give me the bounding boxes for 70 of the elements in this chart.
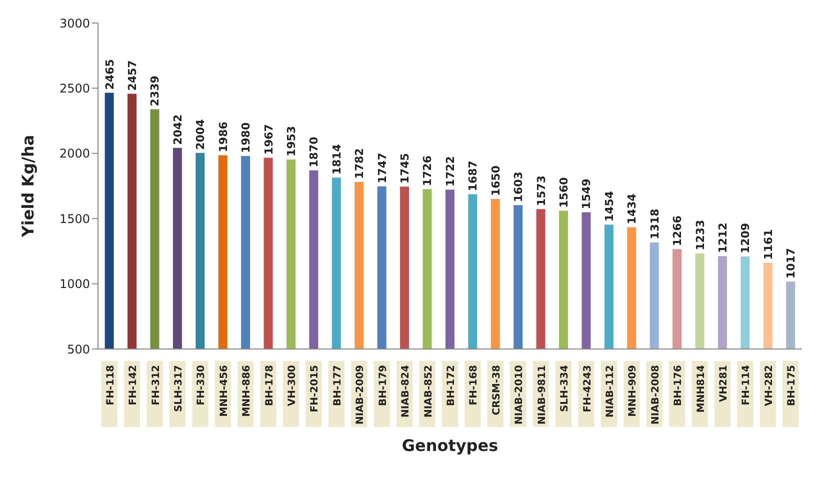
y-tick-label: 1000 (59, 277, 90, 292)
data-label: 2457 (126, 60, 140, 91)
x-tick-label: FH-118 (105, 364, 116, 406)
x-tick-label: NIAB-112 (604, 364, 616, 418)
data-label: 1726 (421, 155, 434, 186)
data-label: 1967 (262, 124, 276, 155)
x-tick-label: CRSM-38 (491, 364, 502, 416)
x-tick-label: NIAB-9811 (536, 364, 548, 424)
data-label: 1233 (694, 220, 707, 250)
data-label: 1603 (512, 172, 526, 202)
x-axis-title: Genotypes (402, 436, 498, 455)
x-tick-label: NIAB-824 (400, 364, 412, 418)
data-label: 1017 (784, 248, 798, 279)
data-label: 1209 (739, 222, 752, 254)
y-tick-label: 1500 (59, 212, 90, 226)
data-label: 1650 (489, 165, 502, 196)
x-tick-label: NIAB-2008 (650, 364, 662, 424)
data-label: 1782 (353, 148, 366, 179)
data-label: 1318 (648, 208, 662, 240)
data-label: 1573 (534, 175, 548, 206)
y-tick-label: 3000 (59, 16, 90, 30)
data-label: 1747 (376, 152, 389, 184)
data-label: 2004 (194, 118, 208, 150)
x-tick-label: NIAB-2009 (355, 364, 366, 424)
data-label: 1212 (716, 222, 730, 254)
data-label: 1722 (444, 156, 457, 187)
x-tick-label: FH-114 (741, 364, 752, 406)
x-tick-label: FH-4243 (582, 364, 594, 412)
x-tick-label: BH-172 (446, 364, 457, 406)
y-tick-label: 500 (67, 342, 90, 356)
data-label: 1745 (398, 153, 412, 184)
data-label: 2465 (103, 59, 116, 90)
data-label: 1549 (580, 178, 594, 210)
x-tick-label: MNH-456 (218, 364, 230, 417)
data-label: 1454 (602, 190, 616, 222)
x-tick-label: MNH-909 (628, 364, 639, 417)
data-label: 1434 (626, 193, 639, 224)
x-tick-label: VH-300 (287, 364, 298, 406)
x-tick-label: VH281 (718, 364, 730, 402)
data-label: 2339 (148, 76, 162, 106)
data-label: 1986 (216, 121, 230, 152)
y-axis-title: Yield Kg/ha (18, 134, 38, 238)
data-label: 1161 (762, 229, 775, 260)
x-tick-label: FH-330 (196, 364, 208, 406)
y-tick-label: 2000 (59, 146, 90, 161)
data-label: 1560 (558, 176, 571, 208)
data-label: 2042 (171, 114, 184, 145)
x-tick-label: BH-176 (673, 364, 684, 406)
data-label: 1687 (466, 160, 480, 192)
data-label: 1980 (240, 122, 253, 154)
x-tick-label: BH-179 (378, 364, 389, 406)
x-tick-label: MNH-886 (242, 364, 253, 417)
x-tick-label: MNH814 (696, 364, 707, 413)
x-tick-label: FH-168 (468, 364, 480, 406)
x-tick-label: FH-2015 (310, 364, 321, 412)
x-tick-label: BH-178 (264, 364, 276, 406)
data-label: 1870 (308, 136, 321, 168)
x-tick-label: NIAB-852 (423, 364, 434, 418)
x-tick-label: BH-177 (332, 364, 344, 406)
x-tick-label: SLH-317 (173, 364, 184, 412)
x-tick-label: SLH-334 (560, 364, 571, 412)
x-tick-label: NIAB-2010 (514, 364, 526, 424)
x-tick-label: FH-312 (150, 364, 162, 406)
data-label: 1266 (671, 215, 684, 246)
y-tick-label: 2500 (59, 81, 90, 96)
x-tick-label: BH-175 (786, 364, 798, 406)
data-label: 1953 (284, 126, 298, 157)
data-label: 1814 (330, 144, 344, 175)
x-tick-label: VH-282 (764, 364, 775, 406)
x-tick-label: FH-142 (128, 364, 140, 406)
